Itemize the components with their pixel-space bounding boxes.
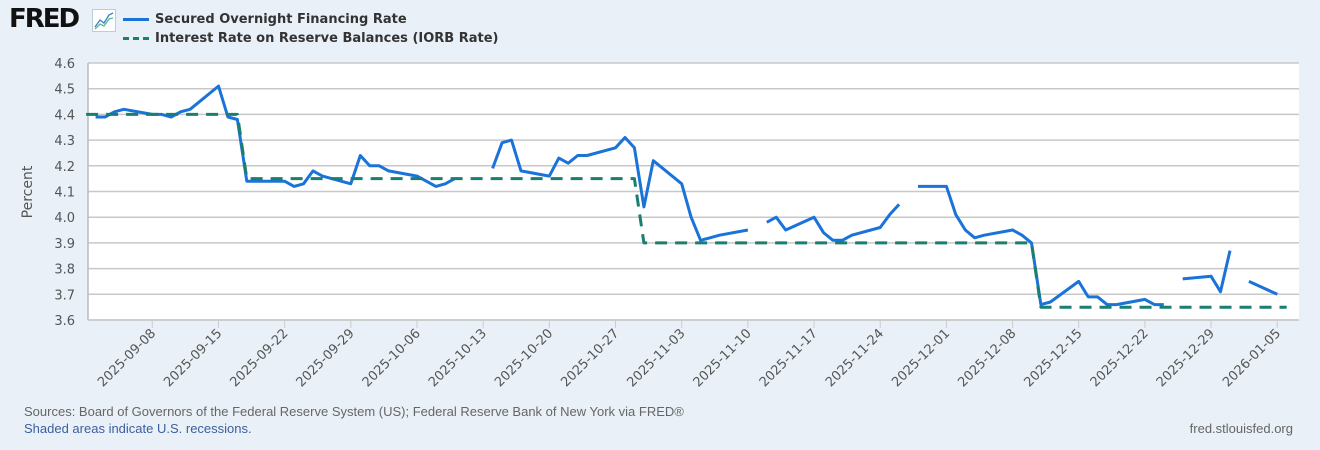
sofr-line bbox=[1248, 280, 1278, 296]
legend-item-iorb[interactable]: Interest Rate on Reserve Balances (IORB … bbox=[123, 31, 498, 46]
iorb-line bbox=[86, 112, 1287, 309]
y-tick-label: 4.2 bbox=[54, 160, 75, 175]
line-chart-icon bbox=[92, 9, 116, 32]
sofr-line bbox=[1182, 250, 1232, 294]
recessions-note[interactable]: Shaded areas indicate U.S. recessions. bbox=[24, 421, 252, 436]
y-tick-label: 3.7 bbox=[54, 288, 75, 303]
y-tick-label: 4.3 bbox=[54, 134, 75, 149]
x-tick-label: 2025-10-06 bbox=[360, 326, 424, 390]
legend-swatch-dashed bbox=[123, 37, 149, 40]
y-tick-label: 4.5 bbox=[54, 83, 75, 98]
x-tick-label: 2025-11-10 bbox=[691, 326, 755, 390]
site-link[interactable]: fred.stlouisfed.org bbox=[1189, 421, 1293, 436]
legend-label: Interest Rate on Reserve Balances (IORB … bbox=[155, 31, 499, 46]
legend-label: Secured Overnight Financing Rate bbox=[155, 12, 407, 27]
fred-logo[interactable]: FRED bbox=[9, 4, 80, 34]
x-tick-label: 2025-10-13 bbox=[426, 326, 490, 390]
x-tick-label: 2025-10-27 bbox=[558, 326, 622, 390]
legend-item-sofr[interactable]: Secured Overnight Financing Rate bbox=[123, 12, 407, 27]
y-tick-label: 3.9 bbox=[54, 237, 75, 252]
x-tick-label: 2025-12-08 bbox=[955, 326, 1019, 390]
sources-note: Sources: Board of Governors of the Feder… bbox=[24, 404, 684, 419]
x-tick-label: 2025-11-24 bbox=[823, 326, 887, 390]
y-tick-label: 3.8 bbox=[54, 263, 75, 278]
legend-swatch-solid bbox=[123, 18, 149, 21]
y-axis-label: Percent bbox=[20, 165, 36, 218]
x-tick-label: 2026-01-05 bbox=[1220, 326, 1284, 390]
x-tick-label: 2025-09-29 bbox=[294, 326, 358, 390]
x-tick-label: 2025-11-17 bbox=[757, 326, 821, 390]
y-tick-label: 4.0 bbox=[54, 211, 75, 226]
sofr-line bbox=[491, 136, 749, 242]
x-tick-label: 2025-12-22 bbox=[1088, 326, 1152, 390]
x-tick-label: 2025-12-15 bbox=[1022, 326, 1086, 390]
x-tick-label: 2025-09-08 bbox=[95, 326, 159, 390]
y-tick-label: 4.4 bbox=[54, 108, 75, 123]
x-tick-label: 2025-12-01 bbox=[889, 326, 953, 390]
x-tick-label: 2025-09-22 bbox=[227, 326, 291, 390]
x-tick-label: 2025-12-29 bbox=[1154, 326, 1218, 390]
x-tick-label: 2025-09-15 bbox=[161, 326, 225, 390]
y-tick-label: 4.1 bbox=[54, 186, 75, 201]
y-tick-label: 4.6 bbox=[54, 57, 75, 72]
x-tick-label: 2025-10-20 bbox=[492, 326, 556, 390]
x-tick-label: 2025-11-03 bbox=[624, 326, 688, 390]
y-tick-label: 3.6 bbox=[54, 314, 75, 329]
